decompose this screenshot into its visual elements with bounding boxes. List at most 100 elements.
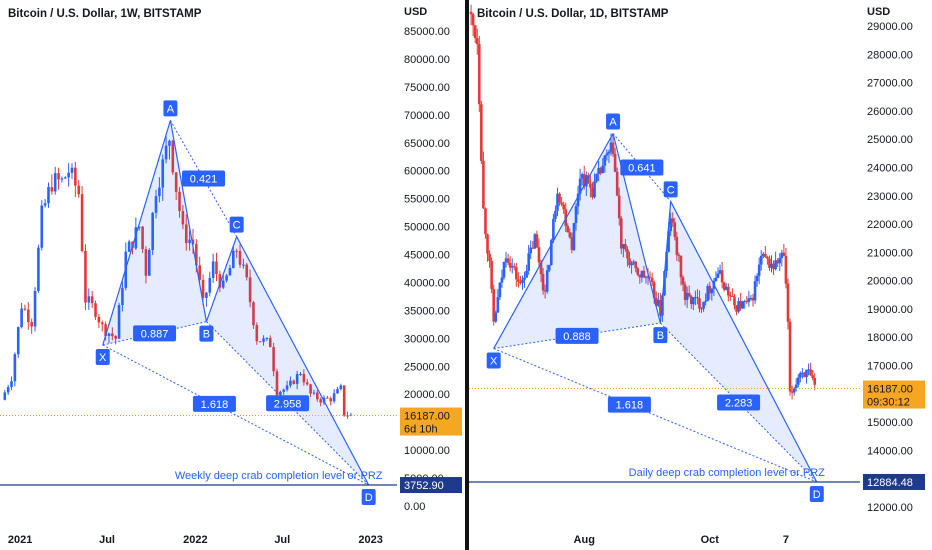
candle-body (279, 391, 282, 396)
candle-body (282, 389, 286, 392)
candle-body (238, 250, 242, 265)
current-price-label: 16187.00 (404, 411, 450, 423)
candle-body (27, 309, 30, 322)
y-tick-label: 25000.00 (404, 361, 450, 373)
completion-level-label: 3752.90 (404, 480, 444, 492)
y-tick-label: 40000.00 (404, 277, 450, 289)
candle-body (519, 281, 522, 284)
candle-body (205, 292, 208, 298)
candle-body (609, 142, 613, 152)
candle-body (739, 301, 742, 309)
candle-body (515, 267, 518, 280)
candle-body (30, 321, 33, 327)
candle-body (326, 397, 329, 399)
candle-body (599, 167, 603, 174)
candle-body (679, 255, 683, 278)
pattern-fill-xab (102, 120, 207, 346)
y-tick-label: 70000.00 (404, 110, 450, 122)
candle-body (208, 277, 212, 293)
candle-body (761, 253, 765, 256)
candle-body (475, 38, 479, 45)
candle-body (218, 274, 222, 288)
panel-divider[interactable] (465, 0, 469, 550)
currency-label: USD (404, 6, 427, 18)
candle-body (342, 385, 346, 416)
y-axis: 0.005000.0010000.0015000.0020000.0025000… (404, 26, 450, 513)
ratio-label: 0.888 (563, 331, 591, 343)
y-tick-label: 45000.00 (404, 250, 450, 262)
candle-body (161, 159, 165, 188)
pattern-fill-bcd (660, 201, 817, 482)
candle-body (550, 240, 553, 265)
x-tick-label: Oct (701, 534, 720, 546)
candle-body (80, 194, 84, 251)
candle-body (527, 253, 530, 271)
candle-body (488, 253, 491, 261)
candle-body (768, 258, 771, 268)
weekly-chart-panel[interactable]: Bitcoin / U.S. Dollar, 1W, BITSTAMP USD 0.… (0, 0, 465, 550)
x-tick-label: Jul (99, 534, 115, 546)
candle-body (774, 260, 777, 270)
candle-body (178, 191, 181, 212)
completion-level-badge (863, 473, 925, 490)
candle-body (346, 415, 349, 417)
candle-body (40, 205, 44, 248)
candle-body (255, 325, 259, 342)
y-tick-label: 30000.00 (404, 333, 450, 345)
candle-body (766, 256, 769, 259)
point-label-bg-a (606, 113, 621, 130)
completion-level-label: 12884.48 (867, 477, 913, 489)
x-tick-label: 2023 (358, 534, 382, 546)
candle-body (543, 290, 547, 292)
candles (469, 4, 817, 400)
daily-chart-panel[interactable]: Bitcoin / U.S. Dollar, 1D, BITSTAMP USD 12… (469, 0, 932, 550)
pattern-diag-bd (660, 322, 818, 483)
candle-body (780, 252, 784, 258)
point-label-d: D (813, 489, 821, 501)
y-tick-label: 21000.00 (867, 247, 913, 259)
candle-body (741, 301, 744, 309)
y-tick-label: 17000.00 (867, 361, 913, 373)
candle-body (580, 174, 584, 179)
candle-body (619, 218, 623, 249)
candle-body (184, 224, 188, 244)
candle-body (100, 322, 104, 325)
candle-body (141, 226, 144, 250)
candle-body (587, 175, 590, 184)
candle-body (696, 297, 699, 299)
candle-body (591, 187, 594, 198)
candle-body (10, 381, 13, 388)
candle-body (669, 218, 672, 232)
current-price-label: 16187.00 (867, 384, 913, 396)
candle-body (258, 341, 262, 343)
candle-body (285, 385, 289, 390)
daily-chart[interactable]: Bitcoin / U.S. Dollar, 1D, BITSTAMP USD 12… (469, 0, 932, 550)
candle-body (731, 296, 734, 298)
candle-body (319, 399, 322, 403)
weekly-chart[interactable]: Bitcoin / U.S. Dollar, 1W, BITSTAMP USD 0.… (0, 0, 465, 550)
candle-body (657, 299, 660, 306)
candle-body (57, 173, 60, 180)
y-tick-label: 75000.00 (404, 82, 450, 94)
candle-body (747, 298, 751, 302)
candle-body (181, 211, 185, 225)
y-tick-label: 20000.00 (867, 276, 913, 288)
candle-body (790, 391, 794, 393)
point-label-b: B (203, 329, 210, 341)
pattern-leg-bc (205, 236, 238, 322)
candle-body (673, 222, 677, 237)
candle-body (566, 226, 570, 233)
candle-body (685, 292, 689, 300)
y-tick-label: 85000.00 (404, 26, 450, 38)
candle-body (665, 251, 668, 272)
countdown-label: 6d 10h (404, 424, 438, 436)
candle-body (759, 255, 763, 265)
candle-body (471, 14, 475, 26)
pattern-leg-cd (236, 236, 370, 486)
point-label-bg-b (199, 325, 214, 342)
candle-body (796, 377, 800, 385)
candle-body (692, 297, 695, 305)
candle-body (572, 223, 576, 250)
y-tick-label: 65000.00 (404, 138, 450, 150)
candle-body (622, 243, 625, 249)
